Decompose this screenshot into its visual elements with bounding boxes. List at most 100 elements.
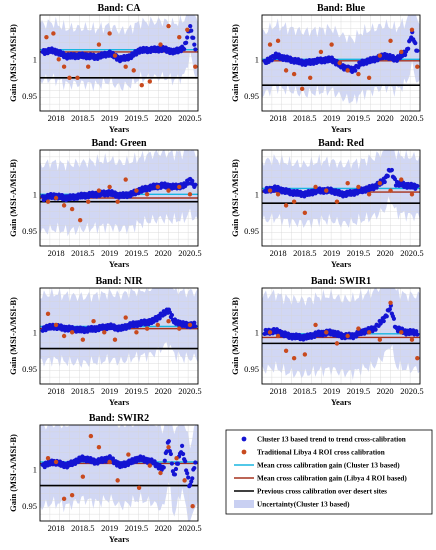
libya-point — [366, 75, 372, 80]
plot-frame — [39, 287, 199, 385]
y-tick-label: 1 — [255, 327, 259, 337]
libya-point — [334, 199, 340, 204]
trend-point — [391, 316, 397, 321]
x-tick-label: 2020.5 — [400, 248, 423, 258]
legend-trend-marker — [241, 436, 247, 442]
libya-point — [409, 27, 415, 32]
x-tick-label: 2020.5 — [178, 523, 201, 533]
libya-point — [69, 206, 75, 212]
panel-blue: 0.95 1 2018 2018.5 2019 2019.5 2020 2020.5 Band:… — [230, 3, 424, 134]
x-tick-label: 2020 — [155, 386, 172, 396]
trend-point — [107, 454, 112, 459]
y-tick-label: 1 — [33, 327, 37, 337]
libya-point — [123, 315, 128, 320]
trend-point — [189, 28, 194, 33]
x-tick-label: 2020 — [377, 113, 394, 123]
trend-point — [183, 459, 188, 464]
trend-point — [172, 472, 178, 477]
panel-red: 0.95 1 2018 2018.5 2019 2019.5 2020 2020.5 Band:… — [230, 138, 424, 269]
x-tick-label: 2019.5 — [125, 386, 148, 396]
libya-point — [86, 199, 91, 204]
libya-point — [144, 192, 150, 197]
libya-point — [291, 199, 297, 204]
panel-title: Band: SWIR2 — [89, 413, 149, 424]
libya-point — [291, 355, 297, 361]
x-tick-label: 2019.5 — [347, 113, 370, 123]
trend-point — [164, 449, 169, 454]
trend-point — [381, 319, 386, 324]
trend-point — [193, 324, 198, 329]
libya-series — [44, 23, 198, 88]
trend-point — [166, 439, 171, 444]
x-tick-label: 2019.5 — [347, 248, 370, 258]
y-tick-label: 1 — [33, 464, 37, 474]
legend-entry: Previous cross calibration over desert s… — [257, 488, 387, 496]
libya-point — [53, 459, 59, 465]
legend-libya-marker — [241, 449, 247, 455]
libya-point — [388, 38, 393, 44]
trend-point — [415, 183, 420, 189]
libya-point — [345, 333, 350, 339]
trend-point — [162, 458, 167, 463]
x-tick-label: 2019.5 — [347, 386, 370, 396]
y-axis-label: Gain (MSI-A/MSI-B) — [230, 297, 240, 375]
legend-entry: Uncertainty(Cluster 13 based) — [257, 501, 350, 509]
x-tick-label: 2019 — [323, 248, 340, 258]
libya-point — [283, 348, 289, 353]
libya-point — [366, 192, 372, 197]
x-tick-label: 2019 — [101, 113, 118, 123]
libya-series — [45, 433, 195, 509]
plot-frame — [261, 287, 421, 385]
trend-point — [415, 332, 420, 337]
legend-entry: Mean cross calibration gain (Libya 4 ROI… — [257, 475, 407, 483]
libya-point — [299, 86, 305, 92]
trend-point — [403, 52, 408, 58]
panel-ca: 0.95 1 2018 2018.5 2019 2019.5 2020 2020.5 Band:… — [8, 3, 202, 134]
libya-point — [80, 337, 86, 342]
trend-point — [169, 312, 175, 318]
y-tick-label: 1 — [33, 189, 37, 199]
x-tick-label: 2018 — [270, 113, 287, 123]
libya-series — [45, 177, 193, 223]
libya-point — [275, 38, 281, 44]
libya-point — [283, 68, 289, 73]
panel-swir2: 0.95 1 2018 2018.5 2019 2019.5 2020 2020.5 Band:… — [8, 413, 202, 544]
legend-box — [225, 429, 433, 515]
libya-point — [115, 478, 120, 483]
x-tick-label: 2018 — [270, 248, 287, 258]
x-tick-label: 2018 — [48, 248, 65, 258]
libya-point — [88, 433, 94, 439]
libya-point — [56, 57, 61, 62]
libya-point — [415, 64, 420, 69]
libya-point — [107, 184, 112, 190]
trend-point — [170, 182, 176, 187]
trend-point — [179, 443, 185, 448]
libya-point — [275, 192, 281, 197]
libya-point — [302, 210, 308, 215]
libya-point — [136, 485, 142, 490]
libya-point — [291, 71, 297, 77]
trend-point — [134, 52, 139, 57]
libya-point — [388, 300, 393, 305]
plot-frame — [261, 149, 421, 247]
libya-point — [409, 192, 415, 197]
trend-point — [413, 41, 418, 46]
panel-swir1: 0.95 1 2018 2018.5 2019 2019.5 2020 2020.5 Band:… — [230, 276, 424, 407]
libya-point — [166, 444, 171, 450]
y-tick-label: 1 — [33, 54, 37, 64]
libya-point — [147, 79, 152, 84]
trend-point — [154, 318, 159, 323]
trend-point — [190, 178, 195, 183]
trend-point — [182, 47, 187, 52]
x-tick-label: 2018.5 — [71, 113, 94, 123]
libya-point — [45, 456, 51, 461]
x-tick-label: 2020.5 — [400, 386, 423, 396]
libya-point — [399, 330, 404, 335]
panel-green: 0.95 1 2018 2018.5 2019 2019.5 2020 2020.5 Band:… — [8, 138, 202, 269]
trend-point — [406, 46, 411, 51]
x-tick-label: 2019 — [101, 523, 118, 533]
libya-point — [45, 311, 51, 317]
x-tick-label: 2020 — [377, 248, 394, 258]
y-tick-label: 0.95 — [244, 364, 259, 374]
